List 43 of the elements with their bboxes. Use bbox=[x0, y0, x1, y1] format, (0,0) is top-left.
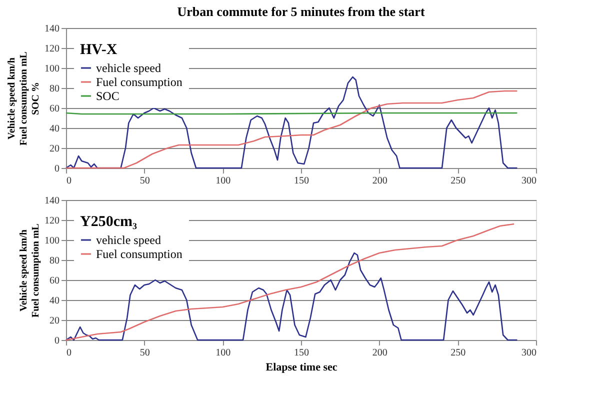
line-series bbox=[65, 76, 518, 169]
x-tick-label: 200 bbox=[372, 176, 388, 186]
x-tick-label: 250 bbox=[450, 348, 466, 358]
x-tick-label: 100 bbox=[216, 176, 231, 186]
y-tick-label: 20 bbox=[50, 144, 60, 154]
x-tick-label: 300 bbox=[522, 348, 536, 358]
x-tick-label: 250 bbox=[450, 176, 466, 186]
y-tick-label: 0 bbox=[54, 336, 60, 346]
x-tick-label: 0 bbox=[66, 348, 72, 358]
x-tick-label: 300 bbox=[522, 176, 536, 186]
y-axis-title: Vehicle speed km/h Fuel consumption mL SOC % bbox=[6, 51, 42, 146]
x-tick-label: 0 bbox=[66, 176, 72, 186]
x-axis-title: Elapse time sec bbox=[266, 362, 338, 374]
legend-title: HV-X bbox=[80, 42, 118, 58]
legend-label: SOC bbox=[96, 89, 120, 103]
y-tick-label: 120 bbox=[44, 216, 60, 226]
chart-title: Urban commute for 5 minutes from the start bbox=[177, 4, 426, 19]
y-tick-label: 20 bbox=[50, 316, 60, 326]
y-tick-label: 0 bbox=[54, 164, 60, 174]
y-tick-label: 100 bbox=[44, 64, 60, 74]
y-tick-label: 40 bbox=[50, 296, 60, 306]
y-tick-label: 60 bbox=[50, 276, 60, 286]
y-tick-label: 100 bbox=[44, 236, 60, 246]
y-tick-label: 80 bbox=[50, 256, 60, 266]
x-tick-label: 100 bbox=[216, 348, 231, 358]
legend-label: vehicle speed bbox=[96, 233, 161, 247]
line-series bbox=[65, 90, 518, 169]
y-tick-label: 60 bbox=[50, 104, 60, 114]
y-axis-title: Vehicle speed km/h Fuel consumption mL bbox=[18, 223, 42, 318]
x-tick-label: 150 bbox=[294, 176, 309, 186]
x-tick-label: 150 bbox=[294, 348, 309, 358]
y-tick-label: 80 bbox=[50, 84, 60, 94]
y-tick-label: 140 bbox=[44, 24, 60, 34]
x-tick-label: 200 bbox=[372, 348, 388, 358]
y-tick-label: 40 bbox=[50, 124, 60, 134]
y-tick-label: 140 bbox=[44, 196, 60, 206]
legend-title: Y250cm₃ bbox=[80, 214, 138, 230]
legend-label: vehicle speed bbox=[96, 61, 161, 75]
legend-label: Fuel consumption bbox=[96, 75, 182, 89]
x-tick-label: 50 bbox=[140, 176, 150, 186]
x-tick-label: 50 bbox=[140, 348, 150, 358]
legend-label: Fuel consumption bbox=[96, 247, 182, 261]
y-tick-label: 120 bbox=[44, 44, 60, 54]
